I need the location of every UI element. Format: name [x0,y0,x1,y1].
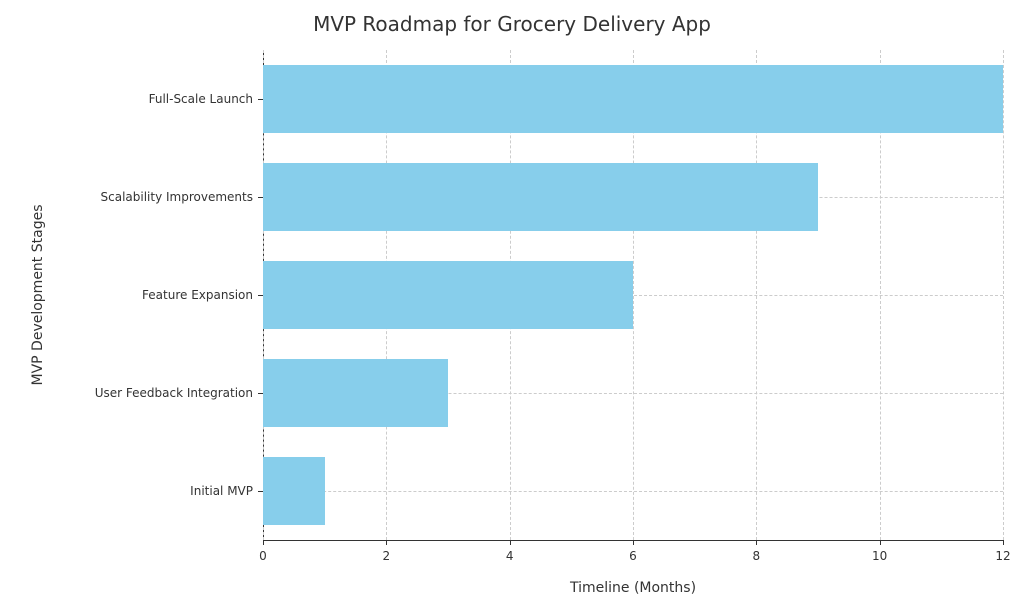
x-axis-label: Timeline (Months) [570,580,696,596]
x-tick [263,540,264,545]
x-tick-label: 2 [383,549,391,563]
bar [263,261,633,330]
y-tick-label: User Feedback Integration [4,386,253,400]
x-tick-label: 4 [506,549,514,563]
chart-title: MVP Roadmap for Grocery Delivery App [0,12,1024,36]
plot-area: 024681012 [263,50,1003,540]
y-gridline [263,491,1003,492]
x-tick-label: 8 [753,549,761,563]
x-tick-label: 12 [995,549,1010,563]
x-tick-label: 0 [259,549,267,563]
bar [263,163,818,232]
x-tick-label: 6 [629,549,637,563]
y-tick-label: Scalability Improvements [4,190,253,204]
x-tick [510,540,511,545]
x-tick [386,540,387,545]
x-gridline [1003,50,1004,540]
bar [263,65,1003,134]
y-tick-label: Full-Scale Launch [4,92,253,106]
x-tick-label: 10 [872,549,887,563]
x-tick [756,540,757,545]
x-tick [880,540,881,545]
bar [263,359,448,428]
y-tick-label: Feature Expansion [4,288,253,302]
x-tick [633,540,634,545]
x-tick [1003,540,1004,545]
y-tick-label: Initial MVP [4,484,253,498]
chart-container: MVP Roadmap for Grocery Delivery App 024… [0,0,1024,611]
bar [263,457,325,526]
